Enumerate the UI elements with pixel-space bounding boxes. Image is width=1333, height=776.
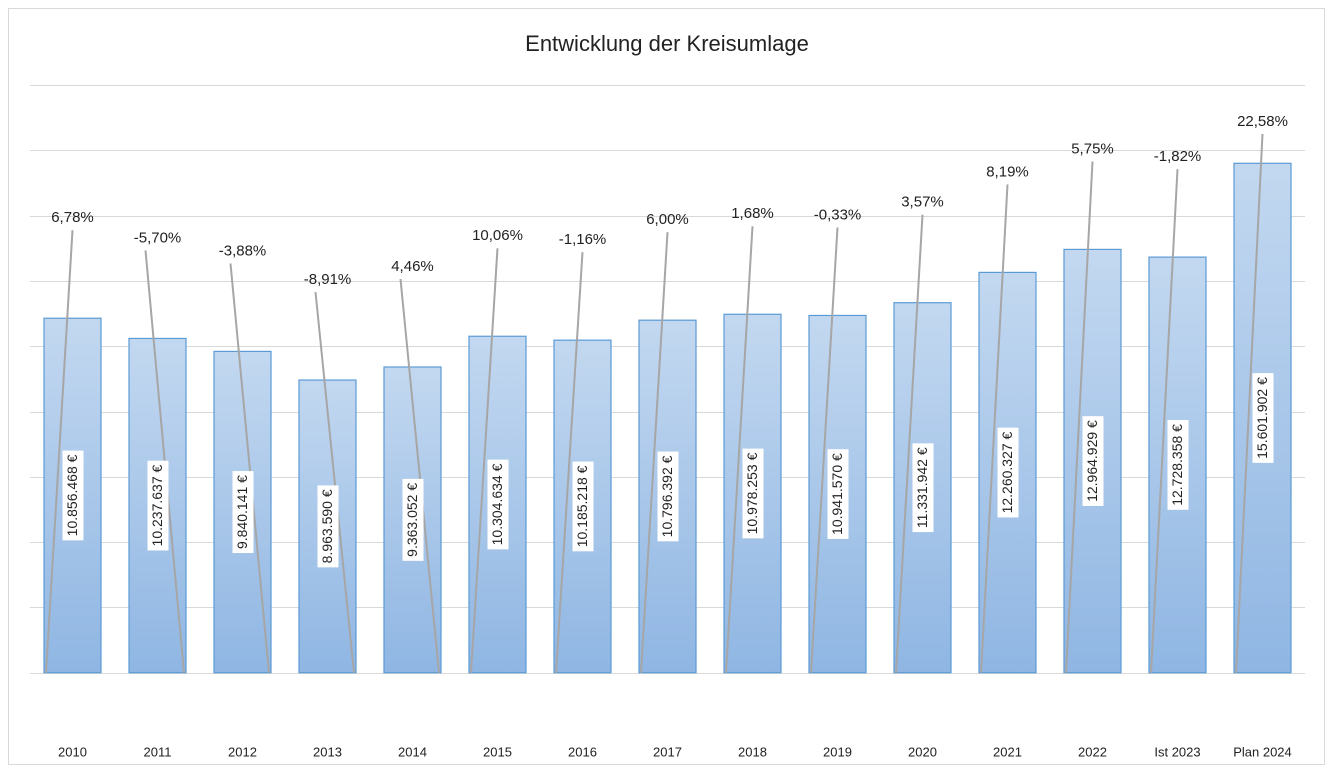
- value-label-text: 12.728.358 €: [1169, 424, 1185, 506]
- x-tick-label: 2011: [144, 744, 172, 759]
- x-tick-label: 2022: [1078, 744, 1107, 759]
- value-label: 10.856.468 €: [62, 450, 84, 541]
- x-tick-label: 2014: [398, 744, 427, 759]
- value-label-box: [62, 450, 84, 541]
- growth-label: -8,91%: [304, 271, 352, 288]
- x-tick-label: 2010: [58, 744, 87, 759]
- growth-label: 6,00%: [646, 211, 689, 228]
- value-label-box: [997, 427, 1019, 518]
- value-label-box: [827, 449, 849, 539]
- leader-line: [1150, 169, 1179, 673]
- x-tick-label: 2015: [483, 744, 512, 759]
- growth-label: 1,68%: [731, 205, 774, 222]
- value-label-text: 12.260.327 €: [999, 431, 1015, 513]
- leader-line: [1235, 133, 1264, 673]
- value-label: 10.941.570 €: [827, 449, 849, 539]
- growth-label: 3,57%: [901, 194, 944, 211]
- growth-label: 4,46%: [391, 258, 434, 275]
- value-label-box: [572, 461, 594, 552]
- growth-label: 5,75%: [1071, 140, 1114, 157]
- growth-label: -1,82%: [1154, 148, 1202, 165]
- value-label-text: 10.941.570 €: [829, 453, 845, 535]
- leader-line: [45, 230, 74, 673]
- leader-line: [399, 278, 440, 673]
- leader-line: [810, 227, 839, 673]
- value-label-box: [657, 451, 679, 542]
- leader-line: [1065, 161, 1094, 673]
- value-label-text: 11.331.942 €: [914, 447, 930, 528]
- value-label: 8.963.590 €: [317, 485, 339, 568]
- value-label-box: [742, 448, 764, 539]
- value-label: 10.978.253 €: [742, 448, 764, 539]
- value-label-box: [912, 443, 934, 533]
- value-label-text: 10.304.634 €: [489, 463, 505, 545]
- x-tick-label: 2020: [908, 744, 937, 759]
- value-label-box: [1082, 416, 1104, 506]
- value-label-text: 10.978.253 €: [744, 452, 760, 534]
- value-label: 15.601.902 €: [1252, 373, 1274, 463]
- value-label: 9.363.052 €: [402, 478, 424, 561]
- growth-label: -1,16%: [559, 231, 607, 248]
- growth-label: 22,58%: [1237, 113, 1288, 130]
- leader-line: [555, 252, 584, 673]
- value-label-text: 10.237.637 €: [149, 464, 165, 546]
- value-label-text: 9.363.052 €: [404, 483, 420, 557]
- value-label-text: 10.856.468 €: [64, 454, 80, 536]
- growth-label: -5,70%: [134, 229, 182, 246]
- value-label-text: 10.185.218 €: [574, 465, 590, 547]
- value-label: 12.260.327 €: [997, 427, 1019, 518]
- value-label: 10.237.637 €: [147, 460, 169, 551]
- x-tick-label: 2012: [228, 744, 257, 759]
- value-label: 10.185.218 €: [572, 461, 594, 552]
- x-tick-label: 2019: [823, 744, 852, 759]
- growth-label: 6,78%: [51, 209, 94, 226]
- leader-line: [229, 263, 270, 673]
- value-label-box: [1167, 420, 1189, 510]
- leader-line: [640, 232, 669, 673]
- value-label-box: [1252, 373, 1274, 463]
- value-label-box: [317, 485, 339, 568]
- leader-line: [725, 226, 754, 673]
- x-tick-label: Plan 2024: [1233, 744, 1292, 759]
- x-tick-label: Ist 2023: [1154, 744, 1200, 759]
- x-tick-label: 2021: [993, 744, 1022, 759]
- leader-line: [895, 214, 924, 673]
- value-label-box: [147, 460, 169, 551]
- value-label-text: 9.840.141 €: [234, 475, 250, 549]
- value-label: 10.796.392 €: [657, 451, 679, 542]
- value-label: 9.840.141 €: [232, 471, 254, 554]
- chart-title: Entwicklung der Kreisumlage: [525, 31, 809, 56]
- value-label: 12.964.929 €: [1082, 416, 1104, 506]
- value-label-box: [232, 471, 254, 554]
- growth-label: -3,88%: [219, 242, 267, 259]
- value-label: 12.728.358 €: [1167, 420, 1189, 510]
- x-tick-label: 2013: [313, 744, 342, 759]
- value-label-text: 10.796.392 €: [659, 455, 675, 537]
- leader-line: [314, 291, 355, 673]
- x-tick-label: 2016: [568, 744, 597, 759]
- bar: [553, 339, 612, 674]
- value-label: 11.331.942 €: [912, 443, 934, 533]
- value-label-text: 15.601.902 €: [1254, 377, 1270, 459]
- value-label-box: [402, 478, 424, 561]
- value-label: 10.304.634 €: [487, 459, 509, 550]
- value-label-text: 8.963.590 €: [319, 489, 335, 563]
- x-tick-label: 2018: [738, 744, 767, 759]
- leader-line: [470, 248, 499, 673]
- value-label-text: 12.964.929 €: [1084, 420, 1100, 502]
- leader-line: [980, 184, 1009, 673]
- x-tick-label: 2017: [653, 744, 682, 759]
- growth-label: 10,06%: [472, 227, 523, 244]
- growth-label: -0,33%: [814, 206, 862, 223]
- growth-label: 8,19%: [986, 163, 1029, 180]
- value-label-box: [487, 459, 509, 550]
